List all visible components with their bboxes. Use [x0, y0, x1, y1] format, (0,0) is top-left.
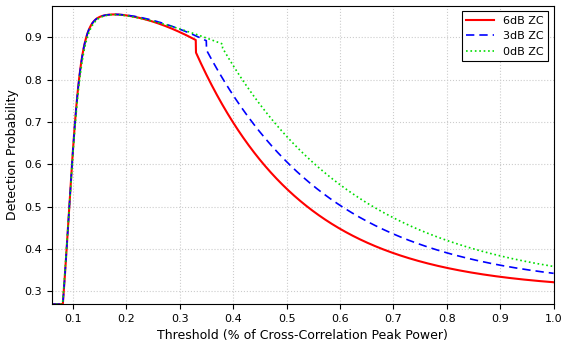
0dB ZC [536, 262, 542, 266]
0dB ZC [550, 264, 557, 269]
Y-axis label: Detection Probability: Detection Probability [6, 89, 19, 220]
6dB ZC [279, 183, 286, 187]
6dB ZC [293, 195, 299, 199]
0dB ZC [444, 238, 450, 243]
3dB ZC [111, 12, 118, 16]
6dB ZC [536, 279, 543, 283]
3dB ZC [48, 302, 55, 306]
3dB ZC [74, 95, 81, 99]
0dB ZC [48, 302, 55, 306]
3dB ZC [550, 271, 557, 275]
6dB ZC [111, 12, 118, 16]
3dB ZC [444, 251, 450, 255]
3dB ZC [536, 269, 542, 274]
3dB ZC [536, 269, 543, 274]
0dB ZC [74, 100, 81, 104]
6dB ZC [536, 279, 542, 283]
Legend: 6dB ZC, 3dB ZC, 0dB ZC: 6dB ZC, 3dB ZC, 0dB ZC [462, 11, 548, 61]
6dB ZC [74, 95, 81, 99]
Line: 6dB ZC: 6dB ZC [52, 14, 554, 304]
0dB ZC [293, 144, 299, 148]
0dB ZC [536, 262, 543, 266]
0dB ZC [279, 130, 286, 134]
X-axis label: Threshold (% of Cross-Correlation Peak Power): Threshold (% of Cross-Correlation Peak P… [157, 330, 448, 342]
6dB ZC [48, 302, 55, 306]
3dB ZC [279, 156, 286, 160]
6dB ZC [444, 266, 450, 270]
6dB ZC [550, 280, 557, 284]
3dB ZC [293, 169, 299, 173]
Line: 0dB ZC: 0dB ZC [52, 15, 554, 304]
0dB ZC [110, 13, 117, 17]
Line: 3dB ZC: 3dB ZC [52, 14, 554, 304]
